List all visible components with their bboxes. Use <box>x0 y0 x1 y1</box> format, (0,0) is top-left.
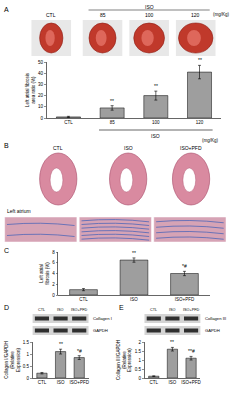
svg-text:4: 4 <box>52 271 55 276</box>
svg-text:**: ** <box>170 339 174 345</box>
svg-text:ISO+PFD: ISO+PFD <box>175 297 195 302</box>
svg-text:ISO: ISO <box>130 297 138 302</box>
svg-text:C: C <box>4 247 9 254</box>
svg-text:(mg/Kg): (mg/Kg) <box>202 138 219 143</box>
svg-text:1: 1 <box>138 358 141 363</box>
svg-text:Collagen I/GAPDH(RelativeExpre: Collagen I/GAPDH(RelativeExpression) <box>4 341 21 379</box>
svg-text:**#: **# <box>188 348 195 354</box>
svg-text:0.5: 0.5 <box>23 364 30 369</box>
svg-text:2: 2 <box>52 282 55 287</box>
svg-text:Collagen III/GAPDH(RelativeExp: Collagen III/GAPDH(RelativeExpression) <box>116 340 133 380</box>
svg-text:Left atrialfibrosis (%): Left atrialfibrosis (%) <box>39 262 50 285</box>
svg-text:E: E <box>119 304 124 311</box>
svg-text:Collagen I: Collagen I <box>93 316 112 321</box>
svg-text:30: 30 <box>38 82 44 87</box>
svg-text:85: 85 <box>100 12 106 18</box>
svg-text:ISO: ISO <box>124 145 133 151</box>
svg-text:ISO: ISO <box>169 308 176 312</box>
svg-text:A: A <box>4 6 9 13</box>
svg-text:1.5: 1.5 <box>135 349 142 354</box>
svg-text:ISO+PFD: ISO+PFD <box>181 380 201 385</box>
svg-text:**: ** <box>154 83 158 89</box>
svg-text:120: 120 <box>191 12 200 18</box>
svg-text:CTL: CTL <box>46 12 56 18</box>
svg-text:CTL: CTL <box>38 380 47 385</box>
svg-text:D: D <box>4 304 9 311</box>
svg-text:ISO+PFD: ISO+PFD <box>70 380 90 385</box>
svg-text:1: 1 <box>27 352 30 357</box>
svg-text:0: 0 <box>27 376 30 381</box>
svg-text:8: 8 <box>52 250 55 255</box>
svg-text:**: ** <box>59 341 63 347</box>
svg-text:ISO+PFD: ISO+PFD <box>71 308 88 312</box>
svg-text:ISO: ISO <box>151 133 160 139</box>
svg-text:0.5: 0.5 <box>135 367 142 372</box>
svg-text:ISO+PFD: ISO+PFD <box>180 145 202 151</box>
svg-text:*#: *# <box>77 348 82 354</box>
svg-text:100: 100 <box>145 12 154 18</box>
svg-text:ISO: ISO <box>169 380 177 385</box>
svg-text:GAPDH: GAPDH <box>93 328 108 333</box>
svg-text:Left atrial fibrosisarea ratio: Left atrial fibrosisarea ratio (%) <box>25 72 36 107</box>
svg-text:1.5: 1.5 <box>23 340 30 345</box>
svg-text:ISO: ISO <box>145 4 154 10</box>
svg-text:50: 50 <box>38 60 44 65</box>
svg-text:**: ** <box>132 250 136 256</box>
svg-text:ISO: ISO <box>57 308 64 312</box>
svg-text:CTL: CTL <box>64 120 73 125</box>
svg-text:CTL: CTL <box>38 308 45 312</box>
svg-text:6: 6 <box>52 260 55 265</box>
svg-text:ISO: ISO <box>57 380 65 385</box>
svg-text:CTL: CTL <box>53 145 63 151</box>
svg-text:B: B <box>4 142 9 149</box>
svg-text:ISO+PFD: ISO+PFD <box>183 308 200 312</box>
svg-text:2: 2 <box>138 340 141 345</box>
svg-text:0: 0 <box>138 376 141 381</box>
svg-text:*#: *# <box>182 263 187 269</box>
svg-text:**: ** <box>110 98 114 104</box>
svg-text:20: 20 <box>38 93 44 98</box>
svg-text:40: 40 <box>38 71 44 76</box>
svg-text:CTL: CTL <box>150 308 157 312</box>
svg-text:Collagen III: Collagen III <box>205 316 226 321</box>
svg-text:**: ** <box>198 57 202 63</box>
svg-text:85: 85 <box>110 120 116 125</box>
svg-text:CTL: CTL <box>79 297 88 302</box>
svg-text:0: 0 <box>41 116 44 121</box>
svg-text:(mg/Kg): (mg/Kg) <box>213 12 230 17</box>
svg-text:Left atrium: Left atrium <box>7 208 31 214</box>
svg-text:100: 100 <box>152 120 160 125</box>
svg-text:120: 120 <box>196 120 204 125</box>
svg-text:GAPDH: GAPDH <box>205 328 220 333</box>
svg-text:CTL: CTL <box>150 380 159 385</box>
svg-text:10: 10 <box>38 104 44 109</box>
svg-text:0: 0 <box>52 293 55 298</box>
